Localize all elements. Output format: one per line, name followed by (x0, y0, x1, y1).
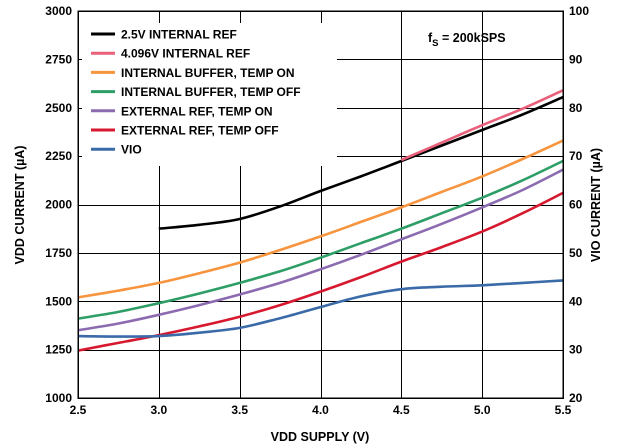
x-tick-label: 5.5 (555, 403, 572, 417)
y-tick-label: 1750 (45, 246, 72, 260)
series-line-internal-buffer-temp-on (77, 139, 564, 299)
legend-label-internal-buffer-temp-off: INTERNAL BUFFER, TEMP OFF (121, 85, 301, 99)
annotation-symbol: f (428, 31, 433, 45)
y-tick-label: 1250 (45, 343, 72, 357)
legend-label-internal-buffer-temp-on: INTERNAL BUFFER, TEMP ON (121, 66, 295, 80)
annotation-value: = 200kSPS (439, 31, 506, 45)
legend-label-4-096v-internal-ref: 4.096V INTERNAL REF (121, 47, 250, 61)
series-line-2-5v-internal-ref (158, 95, 564, 230)
y2-tick-label: 50 (569, 246, 583, 260)
y2-tick-label: 40 (569, 294, 583, 308)
legend-label-2-5v-internal-ref: 2.5V INTERNAL REF (121, 28, 237, 42)
y-tick-label: 3000 (45, 4, 72, 18)
series-line-vio (77, 279, 564, 338)
legend-label-vio: VIO (121, 143, 142, 157)
y2-tick-label: 100 (569, 4, 589, 18)
series-lines (77, 89, 564, 352)
y-tick-label: 2750 (45, 52, 72, 66)
y2-tick-label: 20 (569, 391, 583, 405)
series-line-external-ref-temp-on (77, 168, 564, 332)
legend-background (82, 23, 337, 166)
y-tick-label: 1500 (45, 294, 72, 308)
x-tick-label: 3.5 (231, 403, 248, 417)
legend-label-external-ref-temp-on: EXTERNAL REF, TEMP ON (121, 104, 273, 118)
y-axis-title: VDD CURRENT (µA) (13, 145, 27, 264)
tick-labels: 2.5 3.0 3.5 4.0 4.5 5.0 5.5 1000 1250 1500 1750 200… (45, 4, 589, 417)
series-line-4-096v-internal-ref (400, 89, 564, 162)
y2-tick-label: 60 (569, 198, 583, 212)
x-tick-label: 4.5 (393, 403, 410, 417)
x-axis-title: VDD SUPPLY (V) (271, 430, 370, 444)
y2-tick-label: 90 (569, 52, 583, 66)
x-tick-label: 2.5 (70, 403, 87, 417)
y2-tick-label: 30 (569, 343, 583, 357)
y2-axis-title: VIO CURRENT (µA) (589, 148, 603, 262)
legend: 2.5V INTERNAL REF 4.096V INTERNAL REF INTE… (82, 23, 337, 166)
sampling-rate-annotation: fS = 200kSPS (428, 31, 506, 49)
annotation-subscript: S (432, 38, 438, 49)
x-tick-label: 5.0 (474, 403, 491, 417)
x-tick-label: 3.0 (150, 403, 167, 417)
legend-label-external-ref-temp-off: EXTERNAL REF, TEMP OFF (121, 124, 279, 138)
y-tick-label: 2250 (45, 149, 72, 163)
y-tick-label: 2500 (45, 101, 72, 115)
y-tick-label: 1000 (45, 391, 72, 405)
y2-tick-label: 80 (569, 101, 583, 115)
series-line-external-ref-temp-off (77, 191, 564, 352)
x-tick-label: 4.0 (312, 403, 329, 417)
y-tick-label: 2000 (45, 198, 72, 212)
plot-frame (77, 10, 564, 399)
y2-tick-label: 70 (569, 149, 583, 163)
series-line-internal-buffer-temp-off (77, 159, 564, 320)
